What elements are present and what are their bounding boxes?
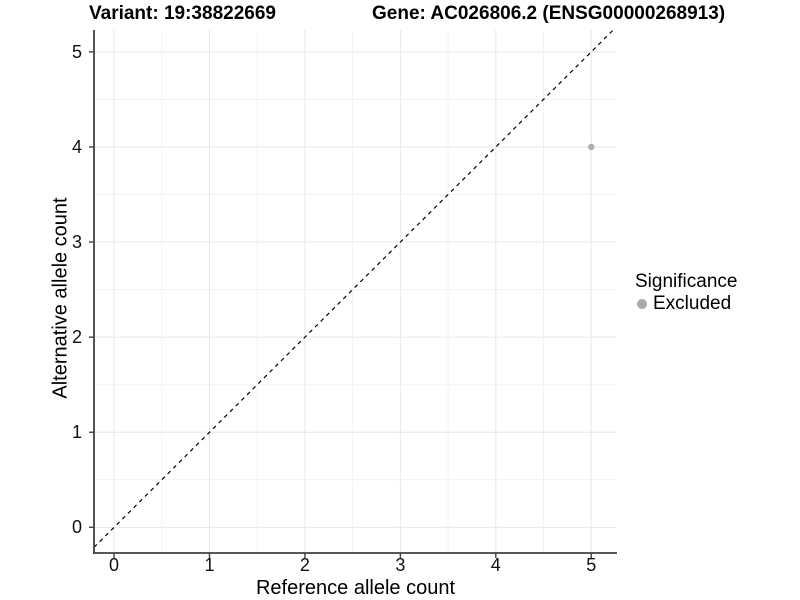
y-tick-label: 3: [71, 232, 82, 253]
legend-items: Excluded: [635, 294, 737, 314]
legend-item: Excluded: [637, 294, 737, 314]
x-tick-label: 0: [109, 555, 120, 575]
x-tick-label: 2: [299, 555, 310, 575]
x-axis-title: Reference allele count: [255, 577, 455, 599]
data-point: [588, 143, 595, 151]
legend: Significance Excluded: [635, 271, 737, 314]
y-tick-label: 4: [71, 136, 82, 157]
identity-line: [93, 29, 614, 548]
x-tick-label: 1: [204, 555, 215, 575]
y-tick-label: 0: [71, 517, 82, 538]
x-tick-label: 5: [586, 555, 597, 575]
y-tick-label: 5: [71, 41, 82, 62]
y-axis-title: Alternative allele count: [49, 197, 72, 399]
y-tick-label: 2: [71, 327, 82, 348]
y-tick-label: 1: [71, 422, 82, 443]
legend-swatch-icon: [637, 299, 647, 309]
plot-title-gene: Gene: AC026806.2 (ENSG00000268913): [372, 3, 726, 24]
x-tick-label: 3: [395, 555, 406, 575]
plot-title-variant: Variant: 19:38822669: [89, 3, 276, 24]
x-tick-label: 4: [490, 555, 501, 575]
legend-title: Significance: [635, 271, 738, 292]
legend-item-label: Excluded: [653, 293, 732, 314]
